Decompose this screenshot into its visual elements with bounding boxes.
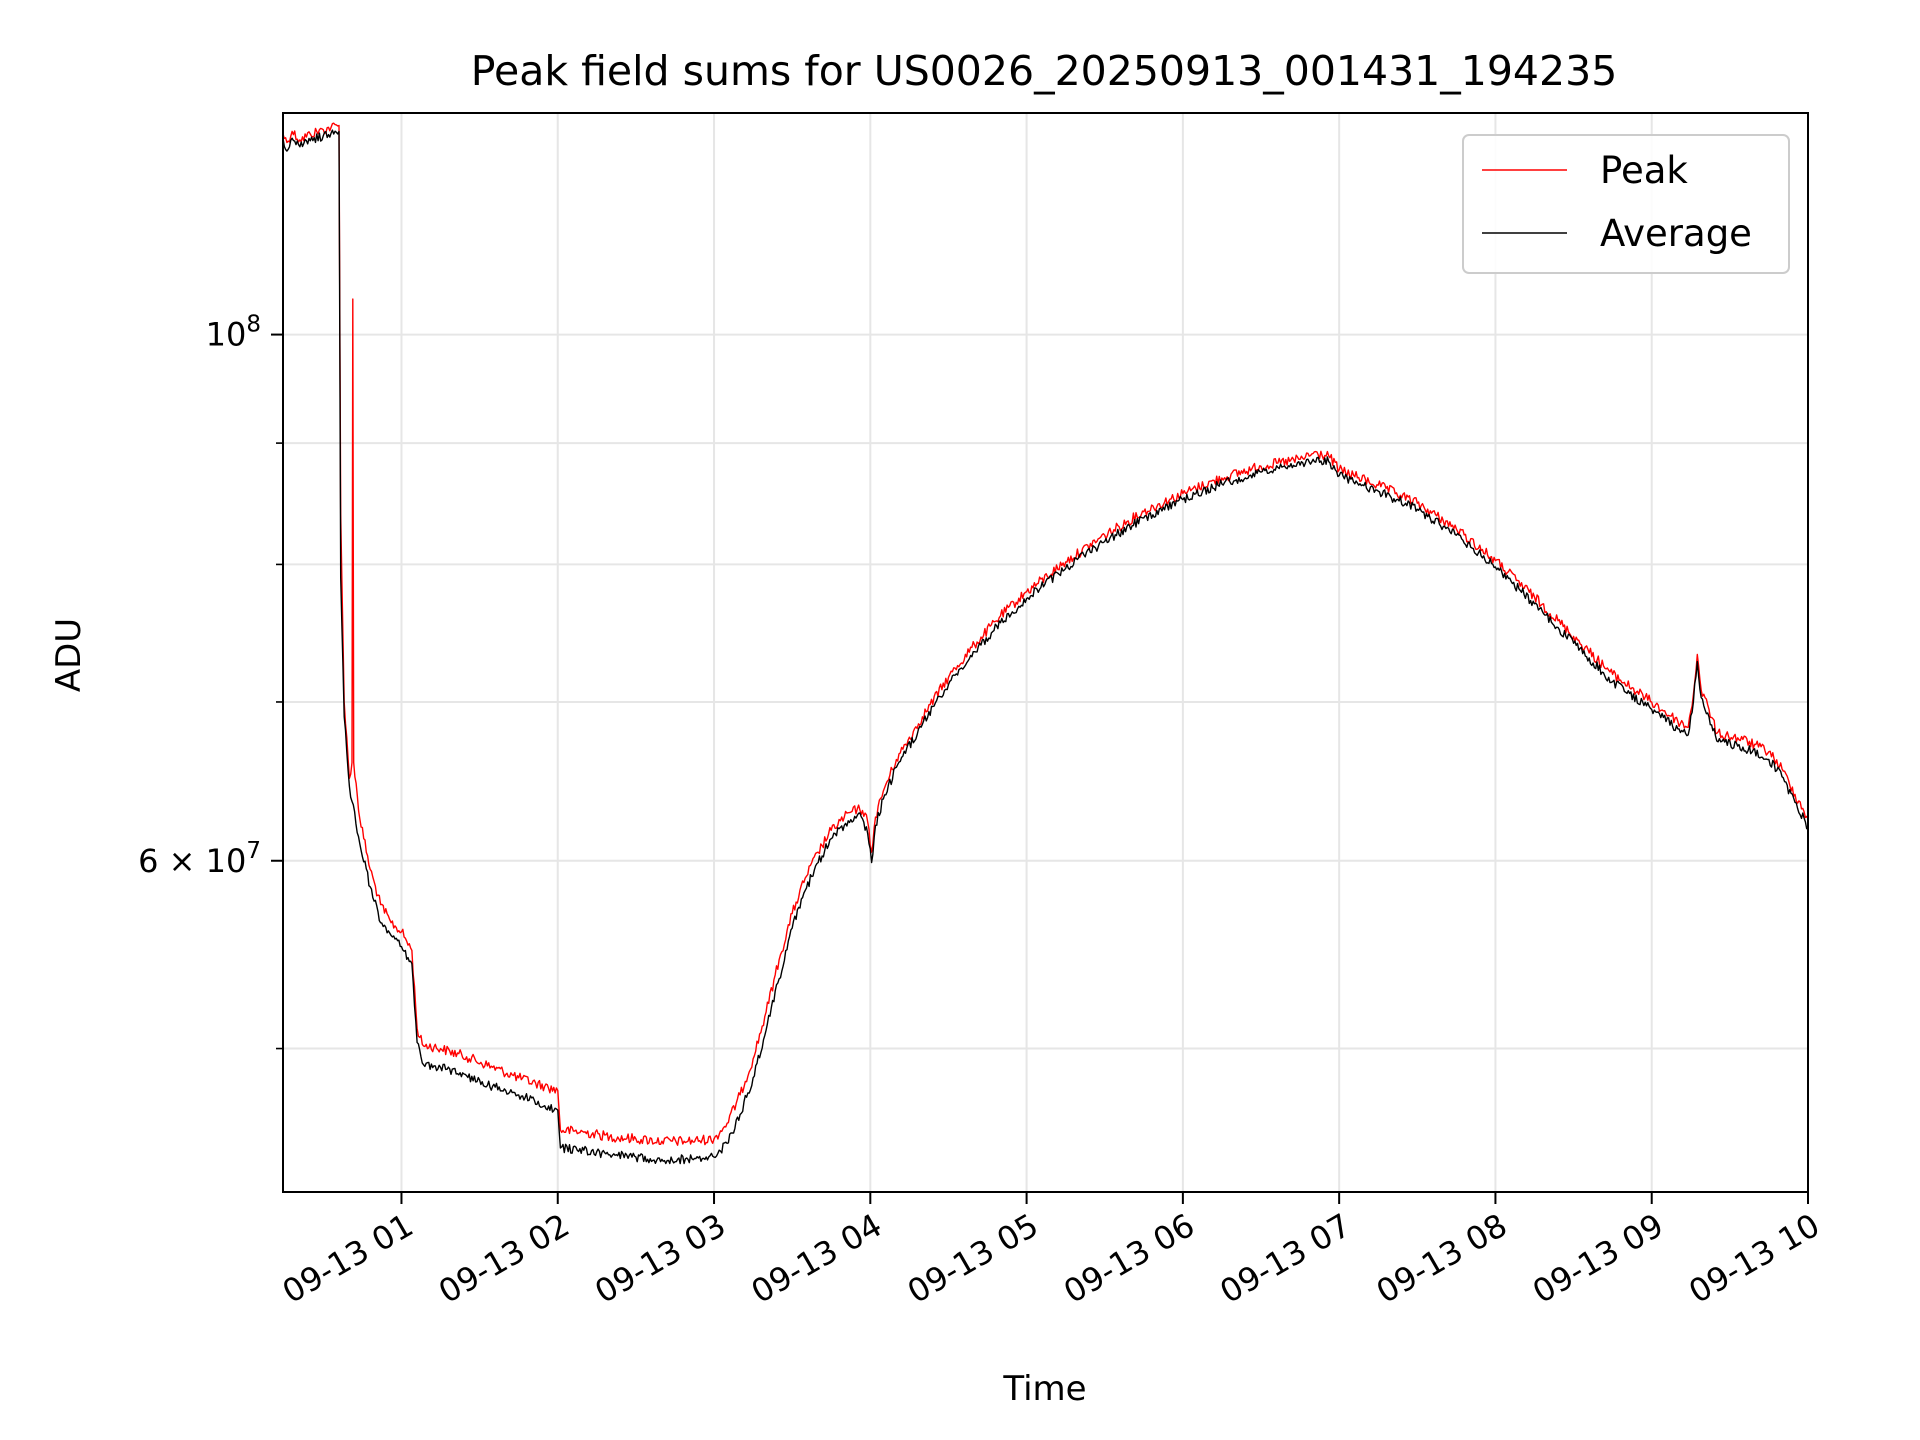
plot-series	[283, 122, 1808, 1165]
y-axis: 6 × 107 108	[138, 312, 283, 1050]
x-axis-label: Time	[1002, 1369, 1086, 1409]
legend-average-label: Average	[1600, 212, 1752, 255]
chart-title: Peak field sums for US0026_20250913_0014…	[471, 47, 1618, 95]
y-tick-label: 6 × 107	[138, 838, 261, 880]
legend-peak-label: Peak	[1600, 149, 1688, 192]
y-axis-label: ADU	[49, 618, 89, 692]
series-line-peak	[283, 122, 1808, 1146]
y-tick-label: 108	[206, 312, 261, 354]
legend: Peak Average	[1462, 134, 1790, 274]
plot-frame	[282, 112, 1809, 1193]
series-line-average	[283, 129, 1808, 1165]
